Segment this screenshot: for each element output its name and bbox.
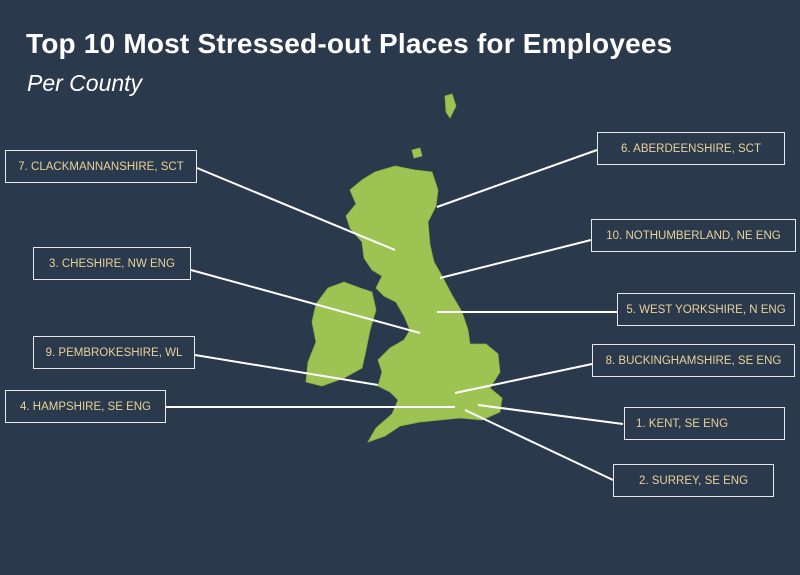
- page-subtitle: Per County: [27, 70, 143, 96]
- label-northumberland: 10. NOTHUMBERLAND, NE ENG: [591, 219, 796, 252]
- label-aberdeenshire: 6. ABERDEENSHIRE, SCT: [597, 132, 785, 165]
- page-title: Top 10 Most Stressed-out Places for Empl…: [26, 28, 673, 59]
- label-buckinghamshire: 8. BUCKINGHAMSHIRE, SE ENG: [592, 344, 795, 377]
- shetland-shape: [444, 93, 457, 119]
- great-britain-shape: [345, 165, 503, 443]
- label-pembrokeshire: 9. PEMBROKESHIRE, WL: [33, 336, 195, 369]
- leader-line-6: [436, 149, 598, 208]
- label-hampshire: 4. HAMPSHIRE, SE ENG: [5, 390, 166, 423]
- label-surrey: 2. SURREY, SE ENG: [613, 464, 774, 497]
- label-kent: 1. KENT, SE ENG: [624, 407, 785, 440]
- leader-line-10: [439, 239, 592, 279]
- label-clackmannanshire: 7. CLACKMANNANSHIRE, SCT: [5, 150, 197, 183]
- leader-line-3: [190, 269, 421, 334]
- ireland-shape: [305, 281, 377, 387]
- leader-line-2: [464, 409, 614, 481]
- leader-line-8: [454, 363, 593, 394]
- label-west-yorkshire: 5. WEST YORKSHIRE, N ENG: [617, 293, 795, 326]
- label-cheshire: 3. CHESHIRE, NW ENG: [33, 247, 191, 280]
- orkney-shape: [411, 147, 423, 159]
- leader-line-9: [194, 354, 379, 386]
- leader-line-1: [477, 404, 624, 425]
- leader-line-7: [196, 167, 396, 251]
